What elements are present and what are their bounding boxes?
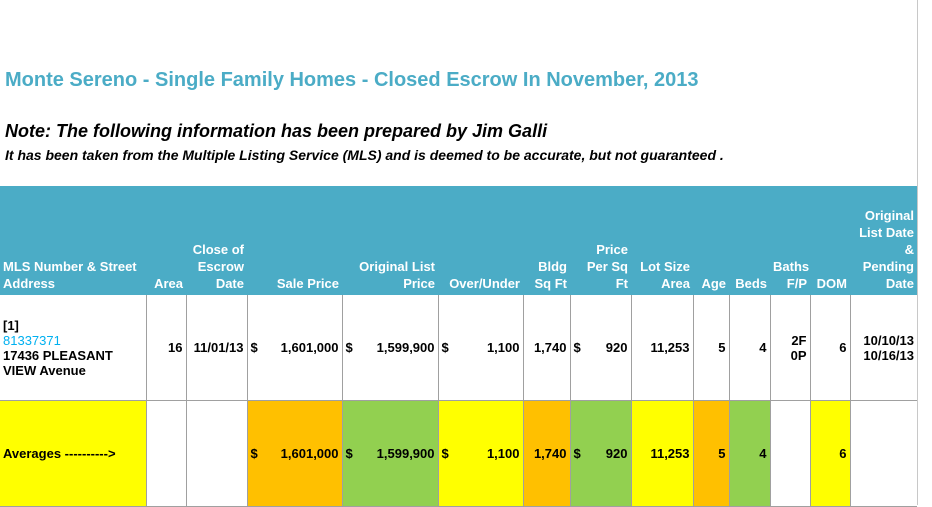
averages-label: Averages ---------->: [0, 400, 146, 507]
note-text: Note: The following information has been…: [5, 121, 548, 141]
ppsf-cell: $920: [569, 295, 631, 401]
pending-date: 10/16/13: [863, 347, 914, 363]
dom-cell: 6: [809, 295, 850, 401]
col-close-header: Close of Escrow Date: [186, 186, 247, 295]
avg-area-cell: [145, 400, 186, 507]
report-title: Monte Sereno - Single Family Homes - Clo…: [5, 69, 699, 91]
avg-orig-price-value: 1,599,900: [376, 446, 435, 461]
table-row: [1] 81337371 17436 PLEASANT VIEW Avenue …: [0, 295, 917, 401]
orig-price-cell: $1,599,900: [341, 295, 438, 401]
sale-price-cell: $1,601,000: [246, 295, 342, 401]
avg-bldg-sqft-cell: 1,740: [522, 400, 570, 507]
sales-table: MLS Number & Street Address Area Close o…: [0, 186, 917, 507]
col-over-header: Over/Under: [438, 186, 523, 295]
list-date: 10/10/13: [863, 332, 914, 348]
close-date-cell: 11/01/13: [185, 295, 247, 401]
col-area-header: Area: [146, 186, 186, 295]
col-baths-header: Baths F/P: [770, 186, 810, 295]
avg-close-cell: [185, 400, 247, 507]
col-dom-header: DOM: [810, 186, 850, 295]
baths-cell: 2F 0P: [769, 295, 810, 401]
col-bldg-header: Bldg Sq Ft: [523, 186, 570, 295]
orig-price-value: 1,599,900: [376, 340, 435, 355]
row-index: [1]: [3, 317, 19, 333]
avg-over-under-value: 1,100: [486, 446, 520, 461]
ppsf-value: 920: [605, 340, 628, 355]
over-under-value: 1,100: [486, 340, 520, 355]
address-line-1: 17436 PLEASANT: [3, 347, 113, 363]
avg-sale-price-cell: $1,601,000: [246, 400, 342, 507]
sale-price-value: 1,601,000: [280, 340, 339, 355]
currency-symbol: $: [250, 446, 258, 461]
avg-list-date-cell: [849, 400, 917, 507]
averages-row: Averages ----------> $1,601,000 $1,599,9…: [0, 400, 917, 507]
mls-address-cell: [1] 81337371 17436 PLEASANT VIEW Avenue: [0, 295, 146, 401]
avg-over-under-cell: $1,100: [437, 400, 523, 507]
header-row: MLS Number & Street Address Area Close o…: [0, 186, 917, 295]
col-sale-header: Sale Price: [247, 186, 342, 295]
currency-symbol: $: [250, 340, 258, 355]
beds-cell: 4: [728, 295, 770, 401]
lot-size-cell: 11,253: [630, 295, 693, 401]
currency-symbol: $: [573, 340, 581, 355]
avg-ppsf-value: 920: [605, 446, 628, 461]
age-cell: 5: [692, 295, 729, 401]
col-mls-header: MLS Number & Street Address: [0, 186, 146, 295]
currency-symbol: $: [345, 340, 353, 355]
col-listdate-header: Original List Date & Pending Date: [850, 186, 917, 295]
avg-sale-price-value: 1,601,000: [280, 446, 339, 461]
col-orig-header: Original List Price: [342, 186, 438, 295]
avg-lot-size-cell: 11,253: [630, 400, 693, 507]
currency-symbol: $: [441, 340, 449, 355]
list-date-cell: 10/10/13 10/16/13: [849, 295, 917, 401]
currency-symbol: $: [441, 446, 449, 461]
avg-orig-price-cell: $1,599,900: [341, 400, 438, 507]
currency-symbol: $: [573, 446, 581, 461]
bldg-sqft-cell: 1,740: [522, 295, 570, 401]
avg-beds-cell: 4: [728, 400, 770, 507]
col-ppsf-header: Price Per Sq Ft: [570, 186, 631, 295]
avg-ppsf-cell: $920: [569, 400, 631, 507]
avg-baths-cell: [769, 400, 810, 507]
avg-dom-cell: 6: [809, 400, 850, 507]
col-lot-header: Lot Size Area: [631, 186, 693, 295]
address-line-2: VIEW Avenue: [3, 362, 86, 378]
disclaimer-text: It has been taken from the Multiple List…: [5, 147, 724, 163]
col-beds-header: Beds: [729, 186, 770, 295]
currency-symbol: $: [345, 446, 353, 461]
area-cell: 16: [145, 295, 186, 401]
mls-number-link[interactable]: 81337371: [3, 332, 61, 348]
avg-age-cell: 5: [692, 400, 729, 507]
col-age-header: Age: [693, 186, 729, 295]
over-under-cell: $1,100: [437, 295, 523, 401]
